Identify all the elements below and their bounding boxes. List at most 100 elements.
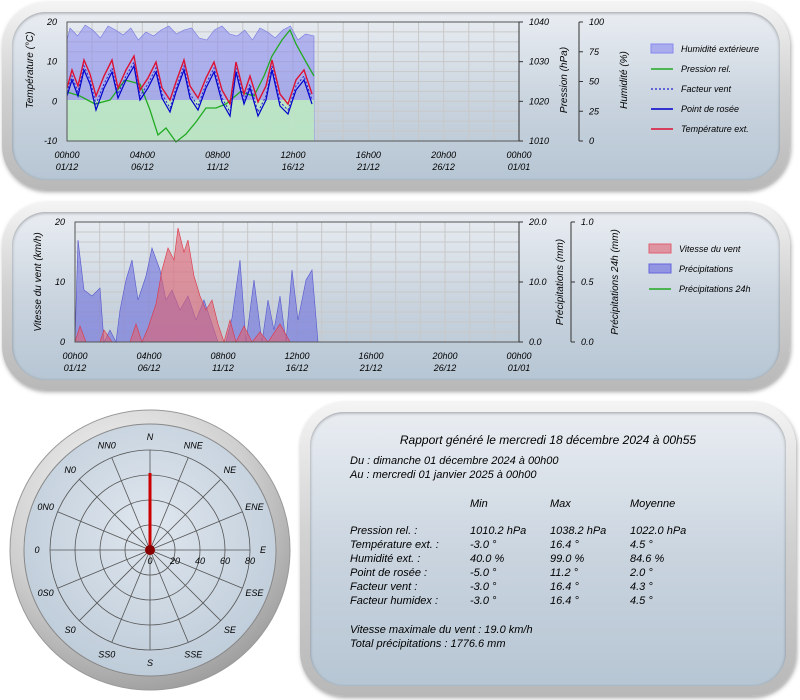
legend-swatch — [650, 43, 674, 54]
chart1-y3-label: Humidité (%) — [619, 51, 630, 109]
header-max: Max — [550, 498, 571, 510]
y3-tick-label: 75 — [589, 47, 600, 57]
x-tick-time: 00h00 — [506, 351, 531, 361]
wind-rose-grid — [49, 449, 251, 651]
rose-spoke — [149, 549, 221, 621]
legend-label: Humidité extérieure — [681, 44, 759, 54]
x-tick-time: 00h00 — [62, 351, 87, 361]
header-min: Min — [470, 498, 488, 510]
report-row-min: 1010.2 hPa — [470, 525, 527, 537]
rose-spoke — [79, 549, 151, 621]
chart2-y2-label: Précipitations (mm) — [555, 239, 566, 325]
rose-ring-label: 0 — [147, 556, 152, 566]
chart1-series — [66, 24, 315, 143]
x-tick-time: 00h00 — [506, 150, 531, 160]
rose-spoke — [79, 479, 151, 551]
y3-tick-label: 100 — [589, 17, 604, 27]
y3-tick-label: 0.0 — [581, 337, 594, 347]
wind-rose-labels: N NNE NE ENE E ESE SE SSE S SS0 S0 0S0 0 0N0 N0 NN0 0 20 4… — [34, 432, 267, 668]
y1-tick-label: 20 — [54, 217, 65, 227]
legend-label: Facteur vent — [681, 84, 732, 94]
legend-label: Température ext. — [681, 124, 749, 134]
y1-tick-label: 10 — [47, 57, 57, 67]
chart1-legend: Humidité extérieure Pression rel. Facteur … — [650, 43, 759, 134]
x-tick-time: 08h00 — [205, 150, 230, 160]
report-row-max: 16.4 ° — [550, 539, 579, 551]
chart2-series — [74, 227, 319, 344]
x-tick-date: 01/01 — [508, 363, 531, 373]
x-tick-time: 16h00 — [356, 150, 381, 160]
rose-spoke — [57, 549, 151, 589]
report-max-wind: Vitesse maximale du vent : 19.0 km/h — [350, 624, 533, 636]
report-row-avg: 2.0 ° — [630, 567, 653, 579]
legend-swatch — [648, 243, 672, 254]
x-tick-date: 11/12 — [212, 363, 234, 373]
rose-direction-label: 0S0 — [38, 588, 54, 598]
report-row-max: 11.2 ° — [550, 567, 579, 579]
report-row-avg: 4.5 ° — [630, 539, 653, 551]
y2-tick-label: 1020 — [529, 96, 549, 106]
rose-ring-label: 20 — [169, 556, 180, 566]
x-tick-date: 16/12 — [282, 162, 305, 172]
report-row-min: -3.0 ° — [470, 581, 497, 593]
report-row-label: Humidité ext. : — [350, 553, 421, 565]
rose-direction-label: E — [260, 545, 267, 555]
y2-tick-label: 20.0 — [528, 217, 547, 227]
x-tick-date: 26/12 — [433, 363, 457, 373]
report-row-max: 1038.2 hPa — [550, 525, 607, 537]
chart2-axes: 20 10 0 20.0 10.0 0.0 1.0 0.5 0.0 00h00 01/12 04h00… — [54, 217, 595, 373]
wind-rose: N NNE NE ENE E ESE SE SSE S SS0 S0 0S0 0 0N0 N0 NN0 0 20 4… — [9, 409, 291, 691]
x-tick-date: 01/01 — [508, 162, 531, 172]
report-row-avg: 1022.0 hPa — [630, 525, 687, 537]
rose-spoke — [149, 457, 189, 551]
x-tick-time: 20h00 — [431, 351, 457, 361]
below-freezing-fill — [67, 100, 314, 141]
chart1-y2-label: Pression (hPa) — [559, 47, 570, 113]
wind-rose-center — [145, 545, 155, 555]
rose-spoke — [57, 511, 151, 551]
y1-tick-label: 0 — [60, 337, 65, 347]
rose-direction-label: SE — [224, 625, 237, 635]
x-tick-time: 04h00 — [136, 351, 161, 361]
chart2-legend: Vitesse du vent Précipitations Précipitati… — [648, 243, 751, 294]
y2-tick-label: 1030 — [529, 57, 549, 67]
report-row-avg: 84.6 % — [630, 553, 665, 565]
rose-spoke — [149, 511, 243, 551]
report-row-label: Point de rosée : — [350, 567, 428, 579]
x-tick-time: 08h00 — [210, 351, 235, 361]
rose-direction-label: NN0 — [98, 441, 116, 451]
report-row-avg: 4.3 ° — [630, 581, 653, 593]
rose-direction-label: 0 — [34, 545, 39, 555]
x-tick-date: 21/12 — [359, 363, 383, 373]
wind-rose-north-sector — [148, 473, 152, 550]
y1-tick-label: 10 — [55, 277, 65, 287]
report-row-min: -3.0 ° — [470, 595, 497, 607]
x-tick-date: 01/12 — [56, 162, 79, 172]
rose-direction-label: N — [147, 432, 154, 442]
rose-ring-label: 40 — [195, 556, 205, 566]
report-row-min: -5.0 ° — [470, 567, 497, 579]
legend-swatch — [648, 263, 672, 274]
y3-tick-label: 50 — [589, 77, 599, 87]
x-tick-date: 16/12 — [286, 363, 309, 373]
report-panel: Rapport généré le mercredi 18 décembre 2… — [300, 402, 796, 696]
x-tick-time: 16h00 — [358, 351, 383, 361]
rose-spoke — [149, 549, 189, 643]
x-tick-time: 12h00 — [284, 351, 309, 361]
report-row-max: 16.4 ° — [550, 581, 579, 593]
rose-spoke — [149, 549, 243, 589]
rose-direction-label: SSE — [184, 649, 203, 659]
legend-label: Précipitations 24h — [679, 284, 751, 294]
report-from: Du : dimanche 01 décembre 2024 à 00h00 — [350, 455, 559, 467]
y2-tick-label: 1010 — [529, 136, 549, 146]
rose-direction-label: S — [147, 658, 153, 668]
wind-chill-line — [66, 60, 313, 114]
legend-label: Précipitations — [679, 264, 734, 274]
temperature-line — [66, 53, 313, 107]
report-row-max: 16.4 ° — [550, 595, 579, 607]
rose-direction-label: ESE — [245, 588, 264, 598]
report-panel-inner: Rapport généré le mercredi 18 décembre 2… — [310, 412, 786, 686]
dew-point-line — [66, 64, 313, 118]
y2-tick-label: 10.0 — [529, 277, 547, 287]
report-row-min: -3.0 ° — [470, 539, 497, 551]
